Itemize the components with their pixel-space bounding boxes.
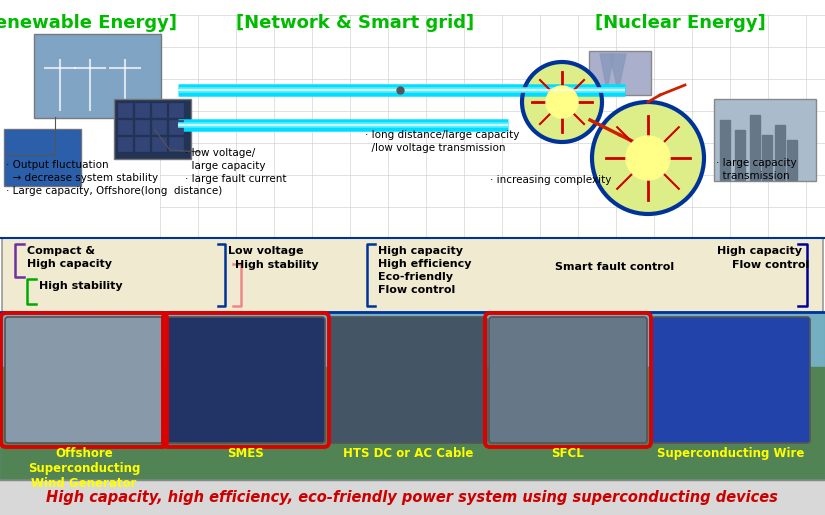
Text: HTS DC or AC Cable: HTS DC or AC Cable	[343, 447, 474, 460]
Bar	[5, 130, 80, 185]
Bar	[118, 103, 132, 117]
Bar	[0, 312, 825, 480]
Bar	[0, 312, 825, 480]
Text: High capacity: High capacity	[378, 246, 463, 256]
Text: Flow control: Flow control	[378, 285, 455, 295]
FancyBboxPatch shape	[4, 129, 81, 186]
Text: High capacity: High capacity	[717, 246, 802, 256]
Bar	[35, 35, 160, 117]
Text: High efficiency: High efficiency	[378, 259, 472, 269]
FancyBboxPatch shape	[34, 34, 161, 118]
Bar	[152, 137, 166, 151]
Text: High capacity: High capacity	[27, 259, 112, 269]
Text: Compact &: Compact &	[27, 246, 95, 256]
FancyBboxPatch shape	[329, 317, 487, 443]
Bar	[135, 103, 149, 117]
Bar	[118, 120, 132, 134]
Bar	[775, 125, 785, 180]
Bar	[169, 137, 183, 151]
Text: [Renewable Energy]: [Renewable Energy]	[0, 14, 177, 32]
Bar	[152, 103, 166, 117]
Bar	[735, 130, 745, 180]
Bar	[169, 103, 183, 117]
Bar	[135, 137, 149, 151]
Text: [Network & Smart grid]: [Network & Smart grid]	[236, 14, 474, 32]
Text: · increasing complexity: · increasing complexity	[490, 175, 611, 185]
Bar	[169, 120, 183, 134]
Circle shape	[592, 102, 704, 214]
FancyBboxPatch shape	[5, 317, 163, 443]
Text: · low voltage/
  large capacity
· large fault current: · low voltage/ large capacity · large fa…	[185, 148, 286, 184]
Text: High stability: High stability	[39, 281, 123, 291]
Text: · long distance/large capacity
  /low voltage transmission: · long distance/large capacity /low volt…	[365, 130, 520, 153]
Text: High capacity, high efficiency, eco-friendly power system using superconducting : High capacity, high efficiency, eco-frie…	[46, 490, 778, 505]
Bar	[0, 480, 825, 515]
Bar	[0, 0, 825, 238]
Text: Low voltage: Low voltage	[228, 246, 304, 256]
Text: · large capacity
  transmission: · large capacity transmission	[716, 158, 797, 181]
Text: Offshore
Superconducting
Wind Generator: Offshore Superconducting Wind Generator	[28, 447, 140, 490]
FancyBboxPatch shape	[2, 238, 823, 312]
Text: · Output fluctuation
  → decrease system stability
· Large capacity, Offshore(lo: · Output fluctuation → decrease system s…	[6, 160, 222, 196]
Bar	[118, 137, 132, 151]
Text: Eco-friendly: Eco-friendly	[378, 272, 453, 282]
Text: SFCL: SFCL	[552, 447, 584, 460]
Bar	[4, 240, 821, 310]
Circle shape	[626, 136, 670, 180]
Polygon shape	[600, 54, 614, 90]
FancyBboxPatch shape	[114, 99, 191, 159]
FancyBboxPatch shape	[714, 99, 816, 181]
Text: High stability: High stability	[235, 260, 318, 270]
Bar	[720, 120, 730, 180]
Circle shape	[546, 86, 578, 118]
Bar	[750, 115, 760, 180]
Text: SMES: SMES	[228, 447, 264, 460]
Text: Superconducting Wire: Superconducting Wire	[658, 447, 804, 460]
Bar	[762, 135, 772, 180]
Bar	[787, 140, 797, 180]
FancyBboxPatch shape	[489, 317, 647, 443]
Text: Flow control: Flow control	[732, 260, 809, 270]
FancyBboxPatch shape	[167, 317, 325, 443]
FancyBboxPatch shape	[589, 51, 651, 95]
Circle shape	[522, 62, 602, 142]
Bar	[152, 120, 166, 134]
Text: [Nuclear Energy]: [Nuclear Energy]	[595, 14, 766, 32]
FancyBboxPatch shape	[652, 317, 810, 443]
Text: Smart fault control: Smart fault control	[555, 262, 674, 272]
Bar	[135, 120, 149, 134]
Polygon shape	[610, 54, 626, 92]
Bar	[0, 367, 825, 480]
